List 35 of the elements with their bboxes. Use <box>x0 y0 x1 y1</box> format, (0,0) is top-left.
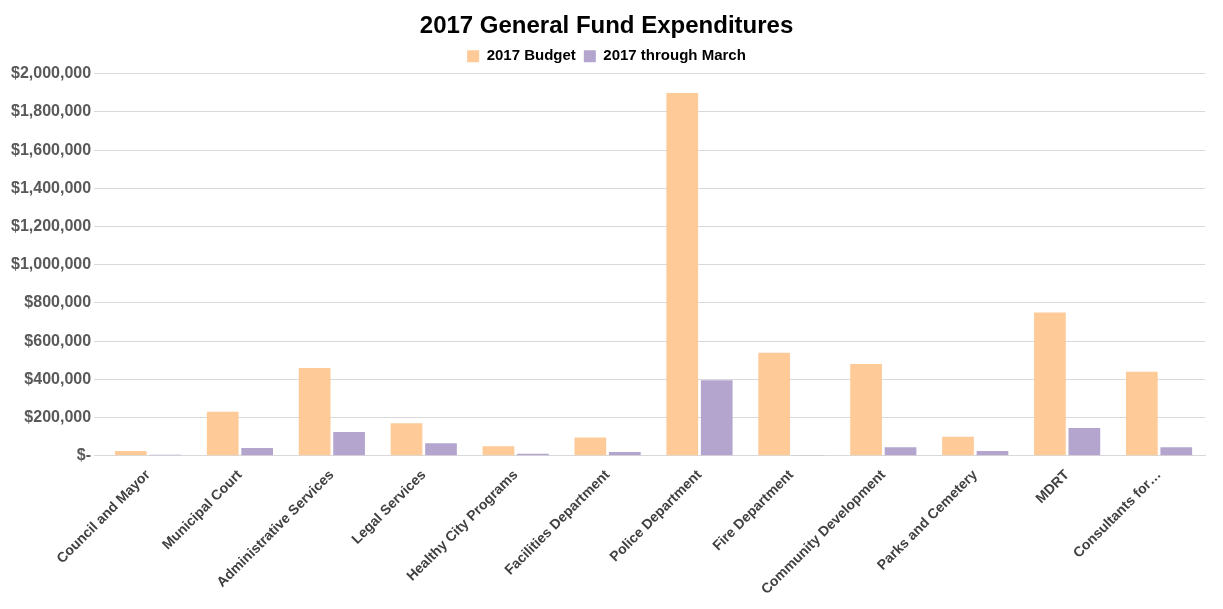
bar <box>700 380 733 456</box>
y-tick-label: $- <box>76 446 92 464</box>
legend-label: 2017 Budget <box>486 46 576 64</box>
bar <box>298 367 331 456</box>
bar <box>1125 371 1158 456</box>
chart-title: 2017 General Fund Expenditures <box>419 11 794 39</box>
bar <box>114 450 147 456</box>
bar <box>206 411 239 456</box>
bar <box>1160 447 1193 456</box>
bar <box>850 364 882 456</box>
bar <box>574 437 607 456</box>
bar <box>942 436 974 456</box>
bar <box>1034 312 1066 456</box>
y-tick-label: $1,600,000 <box>11 140 92 158</box>
bar <box>390 423 423 456</box>
bar <box>758 352 791 456</box>
bar <box>1068 428 1101 456</box>
y-tick-label: $600,000 <box>24 331 92 349</box>
bar <box>666 92 699 456</box>
bar <box>482 446 515 456</box>
y-tick-label: $1,400,000 <box>11 178 92 196</box>
y-tick-label: $1,000,000 <box>11 255 92 273</box>
y-tick-label: $2,000,000 <box>11 64 92 82</box>
y-tick-label: $1,200,000 <box>11 216 92 234</box>
y-tick-label: $800,000 <box>24 293 92 311</box>
bar <box>884 447 917 456</box>
y-tick-label: $400,000 <box>24 369 92 387</box>
legend-label: 2017 through March <box>603 46 746 64</box>
bar <box>333 431 365 456</box>
bar <box>241 448 274 456</box>
y-tick-label: $200,000 <box>24 407 92 425</box>
bar <box>608 451 641 456</box>
bar <box>976 450 1009 456</box>
y-tick-label: $1,800,000 <box>11 102 92 120</box>
bar <box>425 443 457 456</box>
